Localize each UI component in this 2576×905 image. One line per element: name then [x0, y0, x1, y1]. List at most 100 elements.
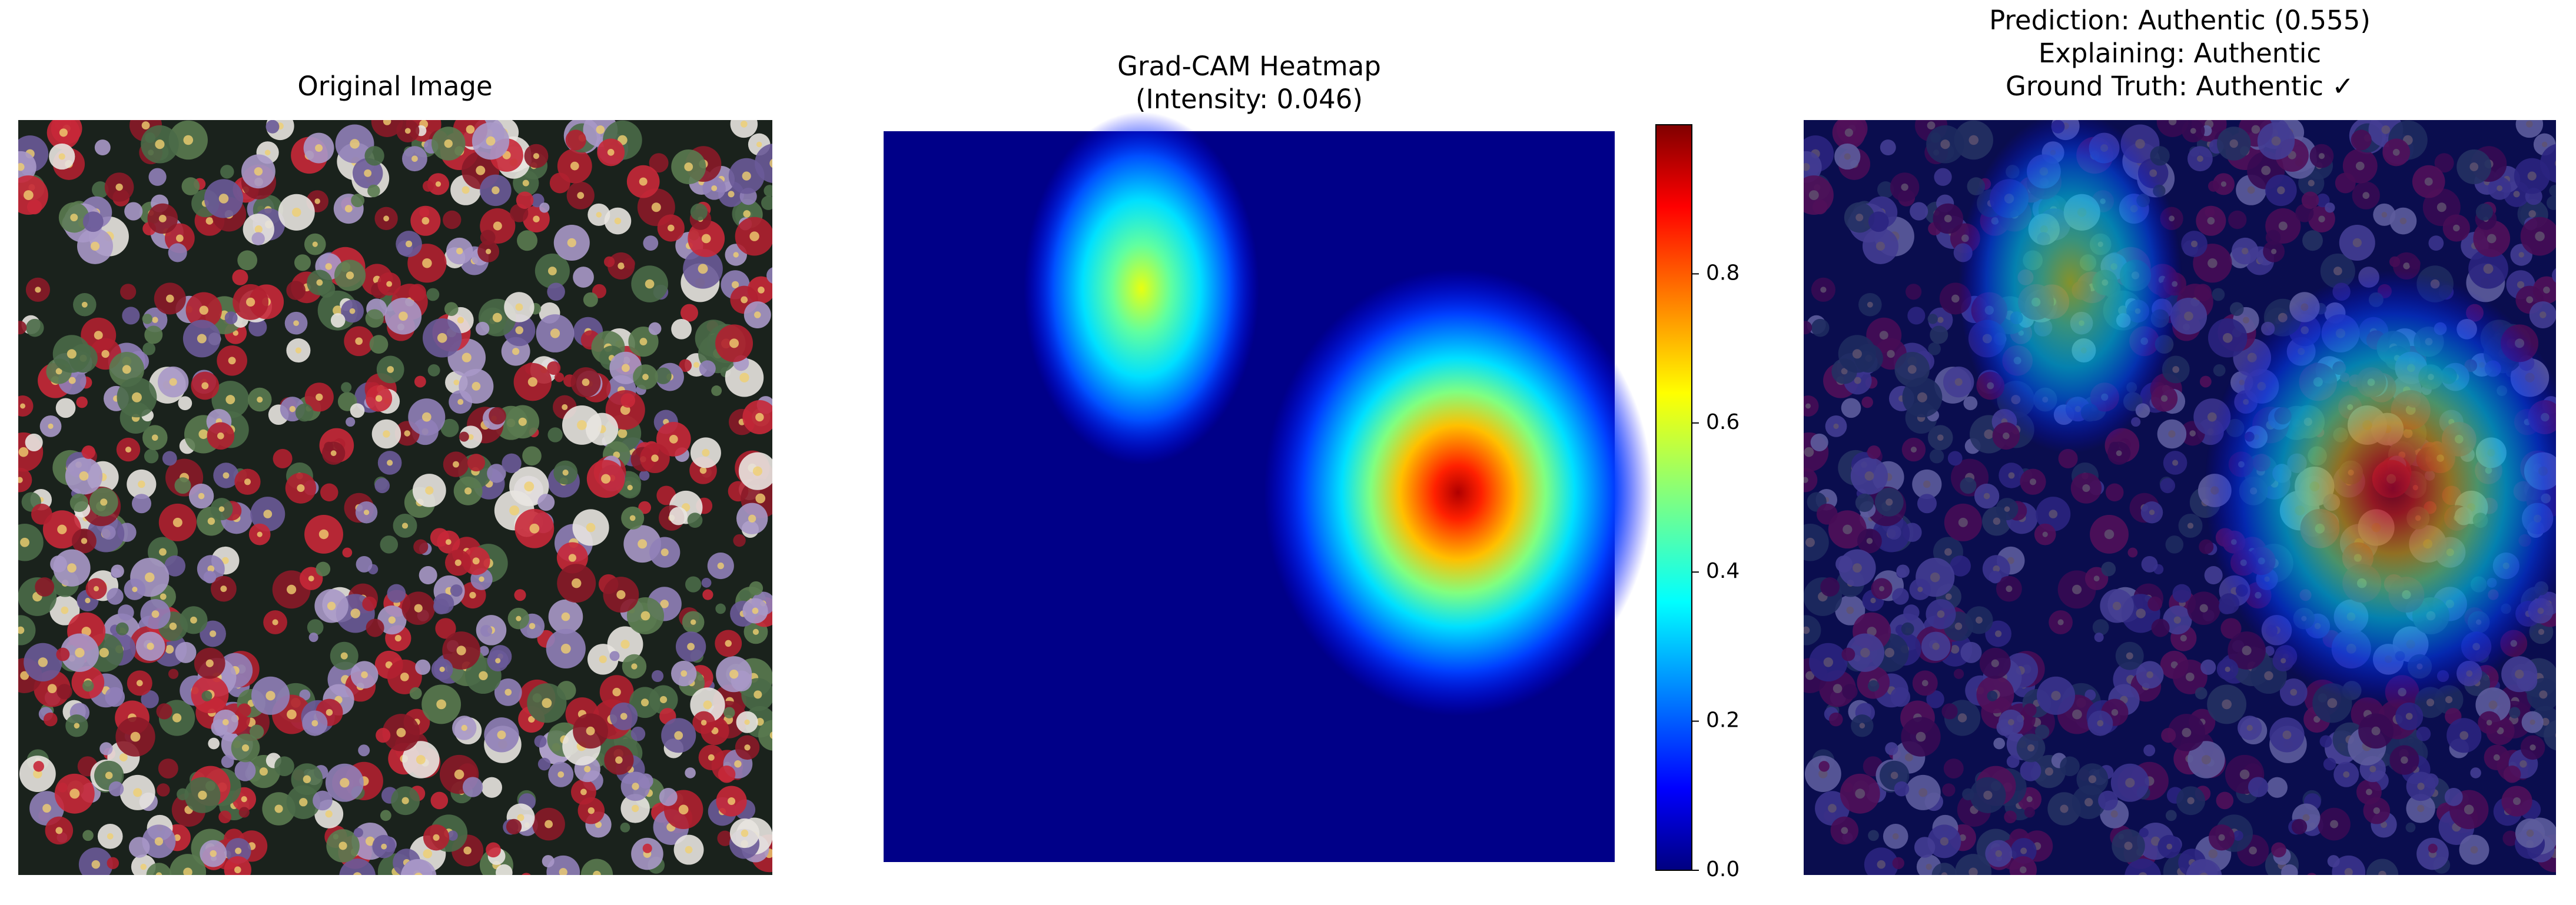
flower-center — [130, 731, 141, 742]
flower-center — [152, 317, 158, 323]
flower-center — [35, 287, 41, 293]
flower-center — [355, 337, 363, 345]
flower-center — [388, 616, 396, 624]
flower — [224, 856, 252, 875]
flower-center — [632, 783, 639, 790]
flower-center — [133, 788, 142, 797]
flower-center — [616, 590, 626, 600]
flower-center — [436, 699, 446, 710]
flower-center — [132, 587, 138, 593]
flower-center — [701, 234, 711, 244]
flower-center — [435, 181, 441, 187]
flower — [369, 335, 389, 354]
flower-center — [734, 760, 742, 768]
flower-center — [401, 523, 409, 529]
flower-center — [557, 771, 565, 778]
flower-center — [295, 347, 302, 354]
flower-center — [138, 480, 145, 488]
flower-center — [198, 790, 207, 800]
flower-center — [639, 177, 648, 186]
flower-center — [731, 281, 739, 289]
flower-center — [651, 454, 659, 463]
flower-center — [61, 606, 69, 614]
flower — [642, 843, 652, 853]
flower-center — [612, 687, 621, 697]
flower — [419, 566, 437, 585]
flower-center — [741, 829, 749, 837]
flower-center — [577, 192, 585, 199]
flower — [440, 418, 459, 437]
flower-center — [586, 523, 596, 533]
flower-center — [94, 585, 99, 591]
flower-center — [404, 430, 411, 437]
flower — [346, 417, 356, 427]
flower — [755, 144, 772, 183]
flower-center — [326, 708, 333, 716]
flower-center — [263, 510, 273, 518]
flower — [94, 139, 111, 156]
flower-center — [582, 378, 590, 386]
flower — [542, 855, 555, 868]
flower-center — [741, 296, 748, 304]
flower-center — [614, 217, 622, 225]
flower-center — [414, 604, 423, 613]
flower-center — [685, 846, 693, 854]
flower — [364, 146, 384, 166]
flower — [35, 577, 55, 597]
flower-center — [199, 305, 208, 315]
flower-center — [312, 241, 318, 247]
flower-center — [533, 215, 540, 222]
flower — [18, 615, 36, 646]
flower-center — [620, 640, 630, 649]
flower — [156, 703, 172, 720]
flower-center — [456, 646, 466, 656]
flower-center — [462, 352, 472, 362]
flower-center — [75, 648, 85, 658]
flower-center — [711, 185, 718, 191]
flower — [514, 589, 526, 601]
flower-center — [155, 872, 162, 875]
flower-center — [18, 163, 25, 171]
flower — [168, 243, 187, 262]
flower-center — [587, 807, 595, 814]
flower-center — [728, 191, 735, 198]
flower — [342, 547, 353, 558]
flower — [162, 451, 177, 466]
flower — [221, 755, 234, 768]
flower — [680, 304, 698, 322]
flower-center — [744, 719, 750, 725]
flower — [715, 603, 726, 614]
flower-center — [169, 378, 177, 386]
flower-center — [264, 149, 271, 156]
flower-center — [627, 484, 633, 491]
flower — [530, 193, 545, 208]
heat-blob — [2205, 271, 2556, 706]
flower — [50, 555, 67, 573]
flower — [181, 177, 200, 195]
flower-center — [363, 510, 370, 515]
flower — [82, 830, 94, 841]
tick-label: 0.8 — [1706, 261, 1740, 285]
flower-center — [74, 723, 80, 729]
flower — [480, 624, 493, 637]
flower-center — [743, 210, 751, 218]
flower-center — [660, 600, 669, 608]
flower-center — [577, 420, 587, 430]
flower-center — [486, 248, 492, 254]
flower-center — [476, 165, 486, 175]
flower-center — [20, 403, 26, 409]
flower-center — [659, 696, 668, 704]
flower-center — [411, 155, 418, 162]
flower-center — [756, 141, 762, 148]
flower-center — [522, 179, 529, 187]
flower-center — [286, 584, 297, 594]
flower-center — [154, 837, 164, 846]
flower — [549, 172, 570, 194]
flower — [330, 313, 346, 328]
flower-center — [387, 366, 394, 373]
tick-label: 0.0 — [1706, 857, 1740, 881]
flower-center — [423, 849, 433, 859]
flower — [105, 687, 125, 707]
flower-center — [754, 311, 761, 318]
flower-center — [24, 190, 34, 200]
